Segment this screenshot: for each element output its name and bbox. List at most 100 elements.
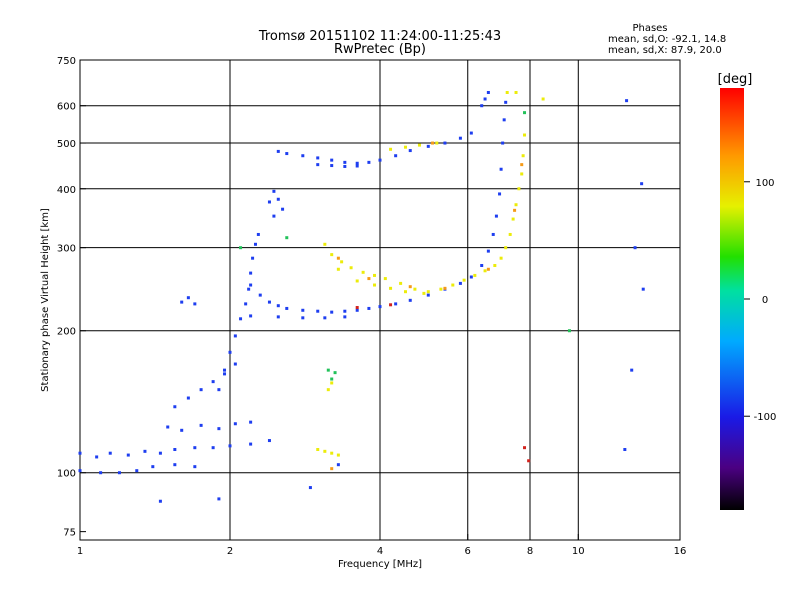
data-point bbox=[193, 465, 197, 469]
data-point bbox=[408, 149, 412, 153]
data-point bbox=[330, 381, 334, 385]
data-point bbox=[267, 200, 271, 204]
data-point bbox=[285, 306, 289, 310]
data-point bbox=[378, 158, 382, 162]
data-point bbox=[343, 164, 347, 168]
axis-ticks: 1 2 4 6 8 10 16 75 100 200 300 400 500 600 750 bbox=[57, 56, 686, 557]
data-point bbox=[389, 303, 393, 307]
data-point bbox=[336, 463, 340, 467]
data-point bbox=[367, 160, 371, 164]
data-point bbox=[480, 104, 484, 108]
data-point bbox=[244, 302, 248, 306]
data-point bbox=[308, 486, 312, 490]
data-point bbox=[462, 278, 466, 282]
data-point bbox=[493, 264, 497, 268]
data-point bbox=[333, 371, 337, 375]
data-point bbox=[511, 217, 515, 221]
data-point bbox=[301, 316, 305, 320]
data-point bbox=[316, 163, 320, 167]
data-point bbox=[276, 315, 280, 319]
data-point bbox=[272, 189, 276, 193]
data-point bbox=[272, 214, 276, 218]
data-point bbox=[443, 286, 447, 290]
data-point bbox=[505, 90, 509, 94]
data-point bbox=[343, 315, 347, 319]
data-point bbox=[355, 279, 359, 283]
data-point bbox=[199, 388, 203, 392]
y-tick-label: 300 bbox=[57, 244, 76, 255]
data-point bbox=[158, 451, 162, 455]
data-point bbox=[469, 275, 473, 279]
data-point bbox=[473, 273, 477, 277]
data-point bbox=[439, 287, 443, 291]
data-point bbox=[316, 309, 320, 313]
data-point bbox=[126, 453, 130, 457]
data-point bbox=[483, 97, 487, 101]
data-point bbox=[417, 143, 421, 147]
data-point bbox=[623, 447, 627, 451]
data-point bbox=[173, 447, 177, 451]
data-point bbox=[443, 141, 447, 145]
data-point bbox=[336, 453, 340, 457]
data-point bbox=[494, 214, 498, 218]
data-point bbox=[223, 368, 227, 372]
data-point bbox=[541, 97, 545, 101]
data-point bbox=[431, 141, 435, 145]
data-point bbox=[301, 308, 305, 312]
x-tick-label: 2 bbox=[227, 546, 233, 557]
data-point bbox=[158, 499, 162, 503]
y-tick-label: 500 bbox=[57, 139, 76, 150]
x-tick-label: 16 bbox=[674, 546, 687, 557]
data-point bbox=[349, 266, 353, 270]
data-point bbox=[249, 420, 253, 424]
data-point bbox=[523, 133, 527, 137]
data-point bbox=[426, 144, 430, 148]
data-point bbox=[323, 449, 327, 453]
data-point bbox=[389, 147, 393, 151]
data-points bbox=[78, 90, 645, 503]
data-point bbox=[253, 242, 257, 246]
data-point bbox=[403, 290, 407, 294]
data-point bbox=[343, 309, 347, 313]
data-point bbox=[326, 368, 330, 372]
y-tick-label: 750 bbox=[57, 56, 76, 67]
data-point bbox=[343, 160, 347, 164]
data-point bbox=[378, 305, 382, 309]
data-point bbox=[480, 264, 484, 268]
data-point bbox=[330, 467, 334, 471]
data-point bbox=[223, 372, 227, 376]
data-point bbox=[504, 100, 508, 104]
data-point bbox=[249, 283, 253, 287]
data-point bbox=[316, 447, 320, 451]
data-point bbox=[483, 269, 487, 273]
data-point bbox=[426, 290, 430, 294]
grid-lines bbox=[80, 60, 680, 540]
data-point bbox=[502, 118, 506, 122]
data-point bbox=[625, 99, 629, 103]
y-axis-label: Stationary phase Virtual Height [km] bbox=[40, 208, 51, 392]
data-point bbox=[340, 260, 344, 264]
data-point bbox=[330, 158, 334, 162]
chart-subtitle: RwPretec (Bp) bbox=[334, 42, 426, 57]
data-point bbox=[166, 425, 170, 429]
data-point bbox=[186, 396, 190, 400]
data-point bbox=[276, 149, 280, 153]
data-point bbox=[239, 246, 243, 250]
data-point bbox=[267, 439, 271, 443]
data-point bbox=[399, 281, 403, 285]
data-point bbox=[233, 362, 237, 366]
data-point bbox=[233, 422, 237, 426]
colorbar-ticks: 100 0 -100 bbox=[744, 178, 776, 423]
data-point bbox=[180, 300, 184, 304]
data-point bbox=[281, 207, 285, 211]
data-point bbox=[640, 182, 644, 186]
data-point bbox=[499, 256, 503, 260]
data-point bbox=[199, 423, 203, 427]
data-point bbox=[251, 256, 255, 260]
x-tick-label: 4 bbox=[377, 546, 383, 557]
data-point bbox=[367, 277, 371, 281]
data-point bbox=[323, 242, 327, 246]
data-point bbox=[285, 236, 289, 240]
data-point bbox=[217, 388, 221, 392]
colorbar-label: [deg] bbox=[718, 72, 753, 87]
